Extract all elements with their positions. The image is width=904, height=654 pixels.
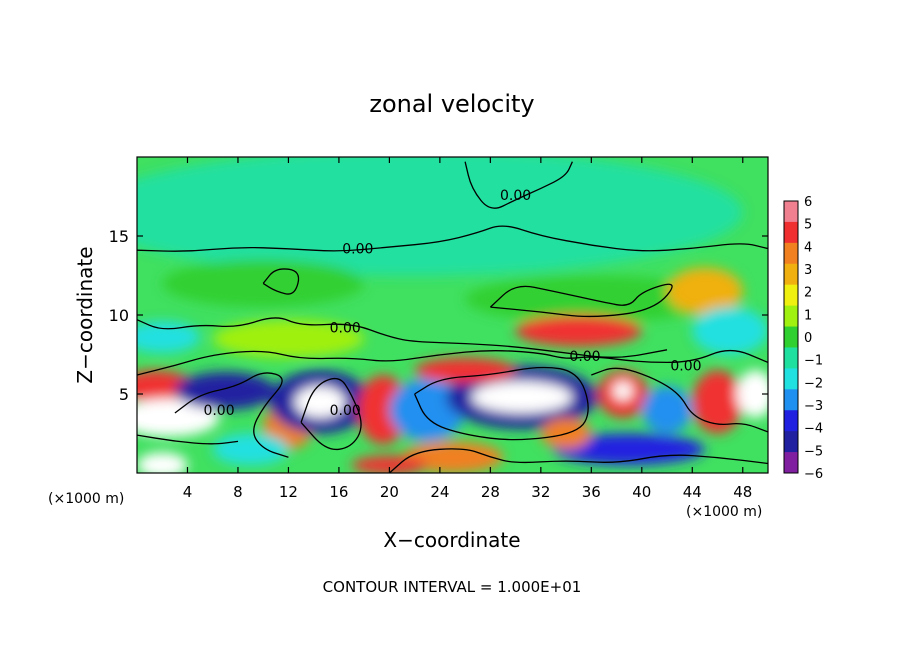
x-tick-label: 32	[531, 483, 550, 501]
colorbar-swatch	[784, 305, 798, 328]
chart-title: zonal velocity	[369, 90, 534, 118]
velocity-field: 0.00 0.00 0.00 0.00 0.00 0.00 0.00	[137, 157, 768, 473]
contour-line	[137, 434, 239, 445]
contour-line	[464, 161, 573, 209]
x-tick-label: 40	[632, 483, 651, 501]
field-blob	[174, 371, 276, 410]
field-blob	[692, 307, 768, 355]
colorbar-label: 1	[804, 308, 812, 323]
colorbar-swatch	[784, 284, 798, 307]
x-tick-label: 4	[183, 483, 193, 501]
contour-line	[591, 367, 768, 433]
x-unit-left: (×1000 m)	[48, 491, 124, 507]
field-blob	[736, 370, 768, 418]
colorbar-label: 4	[804, 240, 812, 255]
field-blob	[414, 357, 516, 383]
x-tick-label: 20	[380, 483, 399, 501]
x-tick-label: 48	[733, 483, 752, 501]
colorbar-swatch	[784, 263, 798, 286]
field-blob	[553, 433, 705, 466]
contour-line	[300, 377, 362, 451]
contour-label: 0.00	[330, 321, 361, 337]
colorbar-label: −4	[804, 422, 823, 437]
y-tick-label: 15	[109, 227, 129, 246]
field-blob	[471, 381, 573, 413]
colorbar-swatch	[784, 347, 798, 369]
x-tick-label: 8	[233, 483, 243, 501]
contour-label: 0.00	[569, 349, 600, 365]
contour-line	[414, 366, 589, 441]
field-blob	[351, 455, 428, 473]
field-blob	[212, 319, 365, 358]
contour-line	[137, 349, 768, 376]
field-blob	[137, 157, 743, 276]
field-blob	[612, 381, 633, 401]
x-tick-label: 36	[582, 483, 601, 501]
field-blob	[515, 315, 642, 347]
contour-line	[137, 317, 668, 358]
field-blob	[137, 452, 188, 473]
contour-line	[174, 372, 289, 458]
field-blob	[294, 386, 346, 418]
field-blob	[389, 378, 466, 442]
field-blob	[641, 386, 693, 434]
colorbar-label: −6	[804, 467, 823, 482]
colorbar-label: −5	[804, 444, 823, 459]
contour-line	[137, 225, 768, 252]
contour-label: 0.00	[203, 403, 234, 419]
colorbar-label: 0	[804, 331, 812, 346]
colorbar-swatch	[784, 410, 798, 432]
x-tick-label: 44	[683, 483, 702, 501]
y-tick-label: 5	[119, 385, 129, 404]
colorbar-swatch	[784, 431, 798, 453]
field-blob	[402, 441, 503, 473]
contour-label: 0.00	[670, 359, 701, 375]
colorbar-label: 2	[804, 286, 812, 301]
colorbar-swatch	[784, 221, 798, 244]
field-blob	[692, 370, 743, 434]
colorbar: 6 5 4 3 2 1 0 −1 −2 −3 −4 −5 −6	[783, 195, 823, 482]
y-axis-label: Z−coordinate	[73, 246, 97, 383]
field-blob	[212, 433, 289, 466]
colorbar-label: 3	[804, 263, 812, 278]
contour-interval-note: CONTOUR INTERVAL = 1.000E+01	[323, 578, 582, 596]
colorbar-swatch	[784, 452, 798, 474]
field-blob	[667, 267, 743, 315]
colorbar-swatch	[784, 389, 798, 411]
x-tick-label: 12	[279, 483, 298, 501]
x-tick-label: 28	[481, 483, 500, 501]
colorbar-label: 6	[804, 195, 812, 210]
colorbar-label: −2	[804, 376, 823, 391]
colorbar-label: −1	[804, 354, 823, 369]
contour-label: 0.00	[500, 188, 531, 204]
field-blob	[137, 321, 201, 353]
contour-line	[489, 283, 673, 318]
colorbar-label: −3	[804, 399, 823, 414]
contour-label: 0.00	[342, 242, 373, 258]
colorbar-swatch	[784, 326, 798, 348]
colorbar-label: 5	[804, 218, 812, 233]
contour-line	[388, 448, 768, 473]
colorbar-swatch	[784, 201, 798, 223]
x-tick-label: 16	[329, 483, 348, 501]
contour-line	[262, 268, 300, 295]
field-blob	[137, 398, 220, 437]
colorbar-frame	[783, 200, 799, 474]
contour-label: 0.00	[330, 403, 361, 419]
x-tick-label: 24	[430, 483, 449, 501]
x-axis-label: X−coordinate	[383, 528, 520, 552]
x-unit-right: (×1000 m)	[686, 504, 762, 520]
colorbar-swatch	[784, 242, 798, 265]
colorbar-swatch	[784, 368, 798, 390]
y-tick-label: 10	[109, 306, 129, 325]
